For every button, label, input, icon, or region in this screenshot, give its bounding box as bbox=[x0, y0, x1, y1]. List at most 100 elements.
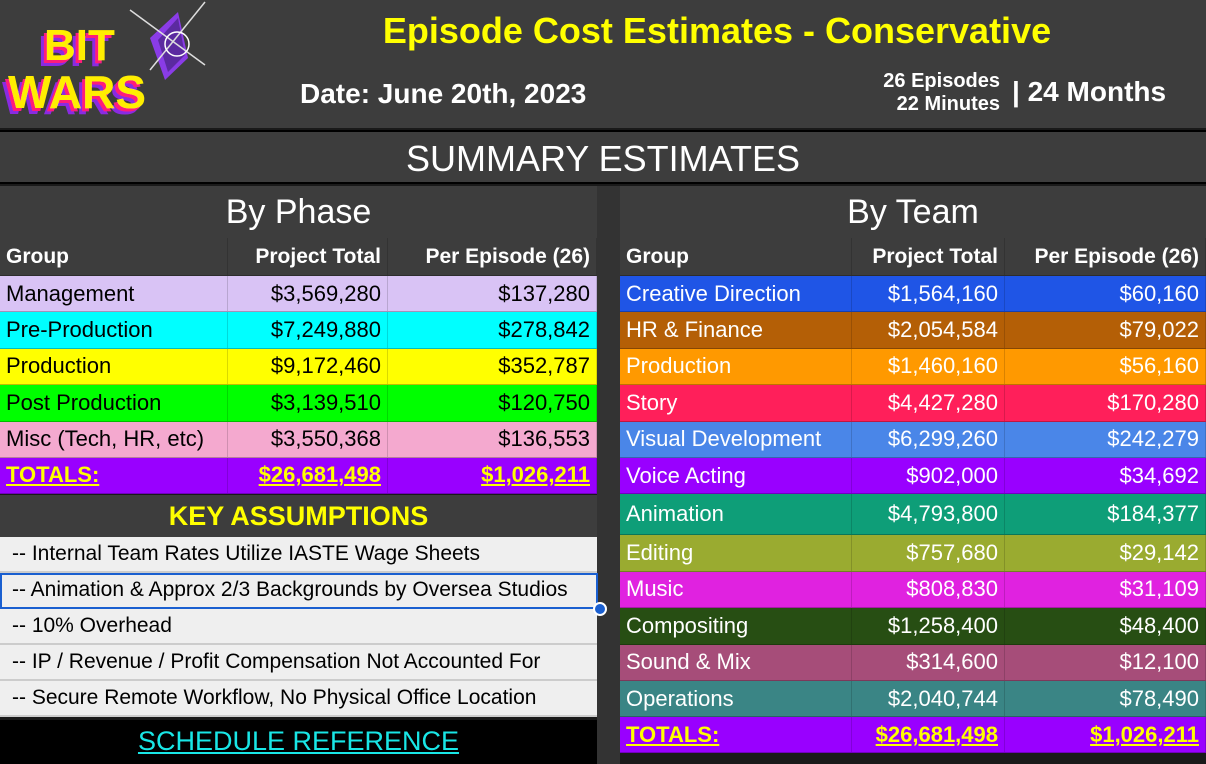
project-total-cell[interactable]: $4,793,800 bbox=[852, 494, 1005, 535]
assumption-item[interactable]: -- IP / Revenue / Profit Compensation No… bbox=[0, 645, 597, 681]
assumption-item[interactable]: -- Internal Team Rates Utilize IASTE Wag… bbox=[0, 537, 597, 573]
by-team-title: By Team bbox=[620, 186, 1206, 238]
table-row: Animation $4,793,800 $184,377 bbox=[620, 494, 1206, 536]
assumption-item[interactable]: -- Animation & Approx 2/3 Backgrounds by… bbox=[0, 573, 597, 609]
project-total-cell[interactable]: $808,830 bbox=[852, 571, 1005, 608]
group-cell[interactable]: Editing bbox=[620, 535, 852, 571]
project-total-cell[interactable]: $4,427,280 bbox=[852, 385, 1005, 421]
episode-minutes: 22 Minutes bbox=[896, 93, 1000, 115]
cell-resize-handle[interactable] bbox=[593, 602, 607, 616]
table-row: Voice Acting $902,000 $34,692 bbox=[620, 457, 1206, 495]
project-total-cell[interactable]: $7,249,880 bbox=[228, 312, 388, 348]
project-total-cell[interactable]: $2,040,744 bbox=[852, 680, 1005, 717]
column-header-per-episode[interactable]: Per Episode (26) bbox=[1005, 238, 1206, 275]
per-episode-cell[interactable]: $34,692 bbox=[1005, 457, 1206, 494]
per-episode-cell[interactable]: $242,279 bbox=[1005, 421, 1206, 457]
project-total-cell[interactable]: $757,680 bbox=[852, 535, 1005, 571]
group-cell[interactable]: Post Production bbox=[0, 385, 228, 421]
project-total-cell[interactable]: $3,550,368 bbox=[228, 421, 388, 457]
totals-per-episode[interactable]: $1,026,211 bbox=[388, 457, 597, 493]
group-cell[interactable]: Animation bbox=[620, 494, 852, 535]
bit-wars-logo: BIT WARS bbox=[0, 0, 228, 128]
table-row: Production $9,172,460 $352,787 bbox=[0, 348, 597, 386]
episodes-count: 26 Episodes bbox=[883, 70, 1000, 92]
column-header-row: Group Project Total Per Episode (26) bbox=[620, 238, 1206, 276]
per-episode-cell[interactable]: $352,787 bbox=[388, 348, 597, 385]
schedule-reference-link[interactable]: SCHEDULE REFERENCE bbox=[137, 726, 460, 756]
svg-text:WARS: WARS bbox=[8, 66, 146, 118]
column-header-group[interactable]: Group bbox=[0, 238, 228, 275]
summary-title: SUMMARY ESTIMATES bbox=[0, 130, 1206, 184]
totals-per-episode[interactable]: $1,026,211 bbox=[1005, 717, 1206, 753]
per-episode-cell[interactable]: $137,280 bbox=[388, 276, 597, 312]
group-cell[interactable]: Pre-Production bbox=[0, 312, 228, 348]
table-row: Pre-Production $7,249,880 $278,842 bbox=[0, 312, 597, 349]
per-episode-cell[interactable]: $278,842 bbox=[388, 312, 597, 348]
column-header-project-total[interactable]: Project Total bbox=[852, 238, 1005, 275]
totals-row: TOTALS: $26,681,498 $1,026,211 bbox=[620, 717, 1206, 754]
per-episode-cell[interactable]: $48,400 bbox=[1005, 608, 1206, 644]
table-row: Management $3,569,280 $137,280 bbox=[0, 276, 597, 313]
svg-text:BIT: BIT bbox=[44, 21, 115, 70]
group-cell[interactable]: Misc (Tech, HR, etc) bbox=[0, 421, 228, 457]
group-cell[interactable]: Voice Acting bbox=[620, 457, 852, 494]
group-cell[interactable]: Sound & Mix bbox=[620, 644, 852, 680]
by-phase-title: By Phase bbox=[0, 186, 597, 238]
per-episode-cell[interactable]: $31,109 bbox=[1005, 571, 1206, 608]
per-episode-cell[interactable]: $56,160 bbox=[1005, 348, 1206, 385]
column-header-group[interactable]: Group bbox=[620, 238, 852, 275]
date-label: Date: June 20th, 2023 bbox=[300, 78, 587, 109]
per-episode-cell[interactable]: $12,100 bbox=[1005, 644, 1206, 680]
group-cell[interactable]: Operations bbox=[620, 680, 852, 717]
table-row: Editing $757,680 $29,142 bbox=[620, 535, 1206, 572]
column-header-row: Group Project Total Per Episode (26) bbox=[0, 238, 597, 276]
project-total-cell[interactable]: $1,460,160 bbox=[852, 348, 1005, 385]
project-total-cell[interactable]: $3,139,510 bbox=[228, 385, 388, 421]
divider bbox=[597, 186, 620, 764]
totals-label[interactable]: TOTALS: bbox=[620, 717, 852, 753]
per-episode-cell[interactable]: $120,750 bbox=[388, 385, 597, 421]
column-header-project-total[interactable]: Project Total bbox=[228, 238, 388, 275]
assumption-item[interactable]: -- Secure Remote Workflow, No Physical O… bbox=[0, 681, 597, 717]
group-cell[interactable]: Compositing bbox=[620, 608, 852, 644]
project-total-cell[interactable]: $1,258,400 bbox=[852, 608, 1005, 644]
by-phase-table: By Phase Group Project Total Per Episode (… bbox=[0, 186, 597, 494]
table-row: Visual Development $6,299,260 $242,279 bbox=[620, 421, 1206, 458]
per-episode-cell[interactable]: $79,022 bbox=[1005, 312, 1206, 348]
schedule-reference: SCHEDULE REFERENCE bbox=[0, 720, 597, 764]
totals-label[interactable]: TOTALS: bbox=[0, 457, 228, 493]
totals-project-total[interactable]: $26,681,498 bbox=[228, 457, 388, 493]
per-episode-cell[interactable]: $29,142 bbox=[1005, 535, 1206, 571]
group-cell[interactable]: Creative Direction bbox=[620, 276, 852, 312]
totals-row: TOTALS: $26,681,498 $1,026,211 bbox=[0, 457, 597, 494]
per-episode-cell[interactable]: $184,377 bbox=[1005, 494, 1206, 535]
months-label: | 24 Months bbox=[1012, 76, 1167, 107]
per-episode-cell[interactable]: $60,160 bbox=[1005, 276, 1206, 312]
project-total-cell[interactable]: $2,054,584 bbox=[852, 312, 1005, 348]
per-episode-cell[interactable]: $170,280 bbox=[1005, 385, 1206, 421]
group-cell[interactable]: Visual Development bbox=[620, 421, 852, 457]
project-total-cell[interactable]: $3,569,280 bbox=[228, 276, 388, 312]
group-cell[interactable]: Management bbox=[0, 276, 228, 312]
page-title: Episode Cost Estimates - Conservative bbox=[382, 10, 1052, 51]
group-cell[interactable]: Story bbox=[620, 385, 852, 421]
table-row: Creative Direction $1,564,160 $60,160 bbox=[620, 276, 1206, 313]
group-cell[interactable]: HR & Finance bbox=[620, 312, 852, 348]
project-total-cell[interactable]: $314,600 bbox=[852, 644, 1005, 680]
per-episode-cell[interactable]: $78,490 bbox=[1005, 680, 1206, 717]
totals-project-total[interactable]: $26,681,498 bbox=[852, 717, 1005, 753]
project-total-cell[interactable]: $6,299,260 bbox=[852, 421, 1005, 457]
key-assumptions-list: -- Internal Team Rates Utilize IASTE Wag… bbox=[0, 537, 597, 717]
group-cell[interactable]: Production bbox=[0, 348, 228, 385]
column-header-per-episode[interactable]: Per Episode (26) bbox=[388, 238, 597, 275]
table-row: Music $808,830 $31,109 bbox=[620, 571, 1206, 609]
table-row: Story $4,427,280 $170,280 bbox=[620, 385, 1206, 422]
per-episode-cell[interactable]: $136,553 bbox=[388, 421, 597, 457]
table-row: Compositing $1,258,400 $48,400 bbox=[620, 608, 1206, 645]
assumption-item[interactable]: -- 10% Overhead bbox=[0, 609, 597, 645]
project-total-cell[interactable]: $9,172,460 bbox=[228, 348, 388, 385]
project-total-cell[interactable]: $1,564,160 bbox=[852, 276, 1005, 312]
group-cell[interactable]: Production bbox=[620, 348, 852, 385]
project-total-cell[interactable]: $902,000 bbox=[852, 457, 1005, 494]
group-cell[interactable]: Music bbox=[620, 571, 852, 608]
